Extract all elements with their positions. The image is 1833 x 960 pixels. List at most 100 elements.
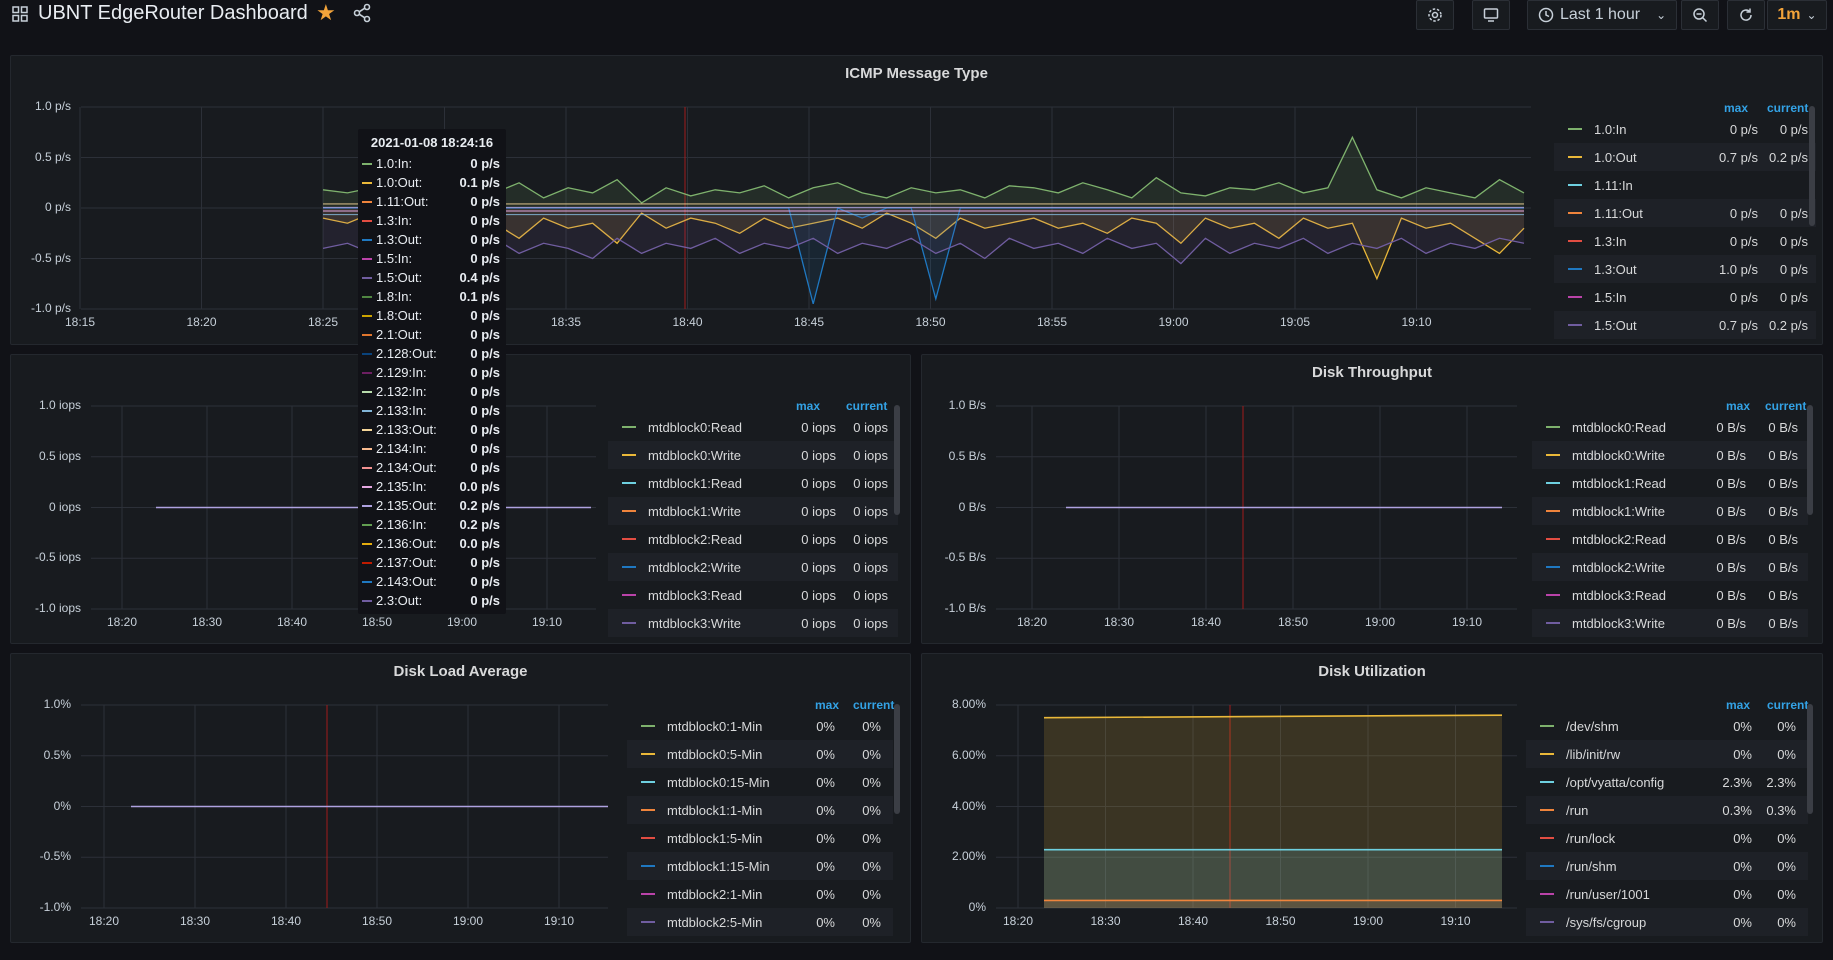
legend-scrollbar[interactable] [894,405,900,515]
legend-max-value: 0 iops [801,419,836,435]
legend-item[interactable]: mtdblock0:Write 0 iops 0 iops [608,441,898,469]
series-color-swatch [362,466,372,469]
legend-item[interactable]: mtdblock0:Write 0 B/s 0 B/s [1532,441,1808,469]
disk-utilization-graph[interactable] [922,654,1824,944]
legend-item[interactable]: 1.0:In 0 p/s 0 p/s [1554,115,1816,143]
tooltip-row: 2.129:In: 0 p/s [358,363,506,382]
legend-item[interactable]: mtdblock2:5-Min 0% 0% [627,908,893,936]
star-icon[interactable]: ★ [316,0,336,25]
legend-current-header[interactable]: current [1767,698,1809,712]
disk-load-graph[interactable] [11,654,912,944]
legend-item[interactable]: mtdblock3:Read 0 iops 0 iops [608,581,898,609]
tv-mode-button[interactable] [1472,0,1510,30]
tooltip-row: 1.3:In: 0 p/s [358,211,506,230]
legend-scrollbar[interactable] [894,704,900,814]
legend-max-header[interactable]: max [1726,698,1751,712]
legend-max-header[interactable]: max [815,698,840,712]
x-tick-label: 18:20 [106,615,138,629]
legend-item[interactable]: mtdblock2:Write 0 B/s 0 B/s [1532,553,1808,581]
series-color-swatch [622,566,636,568]
refresh-button[interactable] [1727,0,1765,30]
legend-item[interactable]: mtdblock1:Write 0 B/s 0 B/s [1532,497,1808,525]
legend-item[interactable]: 1.3:Out 1.0 p/s 0 p/s [1554,255,1816,283]
time-range-picker[interactable]: Last 1 hour ⌄ [1527,0,1677,30]
legend-item[interactable]: /run 0.3% 0.3% [1526,796,1808,824]
legend-item[interactable]: mtdblock1:1-Min 0% 0% [627,796,893,824]
legend-item[interactable]: /run/user/1001 0% 0% [1526,880,1808,908]
legend-max-header[interactable]: max [1726,399,1751,413]
legend-item[interactable]: /sys/fs/cgroup 0% 0% [1526,908,1808,936]
legend-item[interactable]: mtdblock0:15-Min 0% 0% [627,768,893,796]
legend-item[interactable]: mtdblock3:Read 0 B/s 0 B/s [1532,581,1808,609]
legend-item[interactable]: mtdblock3:Write 0 B/s 0 B/s [1532,609,1808,637]
legend-scrollbar[interactable] [1807,405,1813,515]
dashboard-grid-icon[interactable] [12,6,28,22]
panel-title[interactable]: Disk Load Average [393,663,528,680]
refresh-interval-picker[interactable]: 1m ⌄ [1767,0,1827,30]
legend-item[interactable]: /run/shm 0% 0% [1526,852,1808,880]
legend-item[interactable]: /opt/vyatta/config 2.3% 2.3% [1526,768,1808,796]
legend-series-name: mtdblock1:Write [648,503,741,519]
panel-title[interactable]: Disk Throughput [1312,364,1432,381]
y-tick-label: 0 p/s [44,200,71,214]
tooltip-row: 1.0:In: 0 p/s [358,154,506,173]
dashboard-title[interactable]: UBNT EdgeRouter Dashboard [38,2,308,24]
legend-item[interactable]: mtdblock0:1-Min 0% 0% [627,712,893,740]
panel-title[interactable]: ICMP Message Type [845,65,988,82]
legend-item[interactable]: mtdblock0:Read 0 iops 0 iops [608,413,898,441]
legend-item[interactable]: 1.11:In [1554,171,1816,199]
panel-title[interactable]: Disk Utilization [1318,663,1426,680]
legend-item[interactable]: mtdblock3:Write 0 iops 0 iops [608,609,898,637]
legend-item[interactable]: 1.3:In 0 p/s 0 p/s [1554,227,1816,255]
legend-item[interactable]: mtdblock2:Read 0 B/s 0 B/s [1532,525,1808,553]
legend-series-name: mtdblock0:Read [648,419,742,435]
tooltip-series-value: 0.0 p/s [459,479,500,494]
series-color-swatch [362,219,372,222]
tooltip-row: 1.3:Out: 0 p/s [358,230,506,249]
legend-series-name: 1.3:Out [1594,261,1637,277]
legend-item[interactable]: 1.0:Out 0.7 p/s 0.2 p/s [1554,143,1816,171]
legend-max-header[interactable]: max [796,399,821,413]
series-color-swatch [362,200,372,203]
legend-series-name: mtdblock2:Write [1572,559,1665,575]
legend-scrollbar[interactable] [1807,704,1813,814]
legend-item[interactable]: mtdblock2:Read 0 iops 0 iops [608,525,898,553]
x-tick-label: 19:10 [531,615,563,629]
legend-item[interactable]: /dev/shm 0% 0% [1526,712,1808,740]
legend-item[interactable]: mtdblock2:1-Min 0% 0% [627,880,893,908]
zoom-out-button[interactable] [1681,0,1719,30]
series-color-swatch [362,447,372,450]
legend-item[interactable]: mtdblock1:Read 0 iops 0 iops [608,469,898,497]
legend-item[interactable]: mtdblock1:15-Min 0% 0% [627,852,893,880]
legend-current-value: 0 B/s [1768,419,1798,435]
legend-scrollbar[interactable] [1809,106,1815,226]
legend-item[interactable]: mtdblock1:Read 0 B/s 0 B/s [1532,469,1808,497]
legend-current-header[interactable]: current [846,399,888,413]
share-icon[interactable] [352,3,372,23]
legend-item[interactable]: mtdblock1:Write 0 iops 0 iops [608,497,898,525]
legend-current-header[interactable]: current [1767,101,1809,115]
tooltip-series-value: 0.2 p/s [459,498,500,513]
settings-button[interactable] [1416,0,1454,30]
legend-current-header[interactable]: current [853,698,895,712]
legend-item[interactable]: mtdblock0:5-Min 0% 0% [627,740,893,768]
legend-current-header[interactable]: current [1765,399,1807,413]
legend-item[interactable]: mtdblock0:Read 0 B/s 0 B/s [1532,413,1808,441]
tooltip-row: 2.143:Out: 0 p/s [358,572,506,591]
legend-item[interactable]: mtdblock1:5-Min 0% 0% [627,824,893,852]
legend-max-header[interactable]: max [1724,101,1749,115]
legend-series-name: mtdblock1:5-Min [667,830,763,846]
tooltip-row: 2.132:In: 0 p/s [358,382,506,401]
legend-item[interactable]: 1.5:In 0 p/s 0 p/s [1554,283,1816,311]
x-tick-label: 18:20 [88,914,120,928]
legend-current-value: 0% [1777,830,1796,846]
legend-item[interactable]: 1.5:Out 0.7 p/s 0.2 p/s [1554,311,1816,339]
legend-item[interactable]: 1.11:Out 0 p/s 0 p/s [1554,199,1816,227]
legend-item[interactable]: /run/lock 0% 0% [1526,824,1808,852]
legend-series-name: mtdblock0:Write [648,447,741,463]
disk-throughput-graph[interactable] [922,355,1824,645]
legend-item[interactable]: mtdblock2:Write 0 iops 0 iops [608,553,898,581]
legend-item[interactable]: /lib/init/rw 0% 0% [1526,740,1808,768]
icmp-graph[interactable] [11,56,1824,346]
series-color-swatch [362,295,372,298]
